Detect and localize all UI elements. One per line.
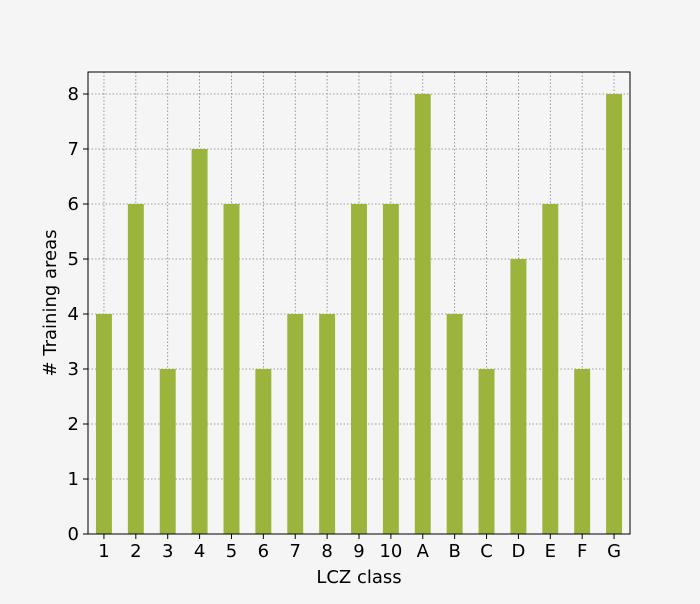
bar-D bbox=[510, 259, 527, 534]
y-tick-label: 0 bbox=[68, 524, 79, 545]
x-tick-label: A bbox=[417, 541, 430, 562]
x-tick-label: G bbox=[607, 541, 621, 562]
bar-F bbox=[574, 369, 591, 534]
x-tick-label: 9 bbox=[353, 541, 364, 562]
x-tick-label: 3 bbox=[162, 541, 173, 562]
x-tick-label: 5 bbox=[226, 541, 237, 562]
y-tick-label: 4 bbox=[68, 304, 79, 325]
bar-2 bbox=[127, 204, 144, 534]
x-tick-label: 10 bbox=[379, 541, 402, 562]
y-tick-label: 5 bbox=[68, 249, 79, 270]
x-tick-label: D bbox=[511, 541, 525, 562]
y-tick-label: 6 bbox=[68, 194, 79, 215]
bar-B bbox=[446, 314, 463, 534]
x-axis-label: LCZ class bbox=[316, 567, 401, 588]
bars bbox=[95, 94, 623, 534]
y-tick-label: 1 bbox=[68, 469, 79, 490]
bar-C bbox=[478, 369, 495, 534]
x-tick-label: 6 bbox=[258, 541, 269, 562]
x-tick-label: C bbox=[480, 541, 493, 562]
x-tick-label: F bbox=[577, 541, 587, 562]
bar-A bbox=[414, 94, 431, 534]
y-axis-label: # Training areas bbox=[40, 229, 61, 376]
bar-5 bbox=[223, 204, 240, 534]
bar-G bbox=[606, 94, 623, 534]
x-tick-label: 7 bbox=[290, 541, 301, 562]
y-tick-label: 7 bbox=[68, 139, 79, 160]
bar-1 bbox=[95, 314, 112, 534]
x-tick-label: 8 bbox=[321, 541, 332, 562]
y-tick-label: 2 bbox=[68, 414, 79, 435]
x-tick-label: 2 bbox=[130, 541, 141, 562]
y-tick-label: 3 bbox=[68, 359, 79, 380]
bar-6 bbox=[255, 369, 272, 534]
bar-4 bbox=[191, 149, 208, 534]
bar-E bbox=[542, 204, 559, 534]
bar-8 bbox=[319, 314, 336, 534]
bar-3 bbox=[159, 369, 176, 534]
bar-9 bbox=[351, 204, 367, 534]
bar-10 bbox=[382, 204, 399, 534]
bar-7 bbox=[287, 314, 304, 534]
y-tick-label: 8 bbox=[68, 84, 79, 105]
x-tick-label: E bbox=[545, 541, 556, 562]
x-tick-label: 4 bbox=[194, 541, 205, 562]
x-tick-label: 1 bbox=[98, 541, 109, 562]
x-tick-label: B bbox=[448, 541, 460, 562]
